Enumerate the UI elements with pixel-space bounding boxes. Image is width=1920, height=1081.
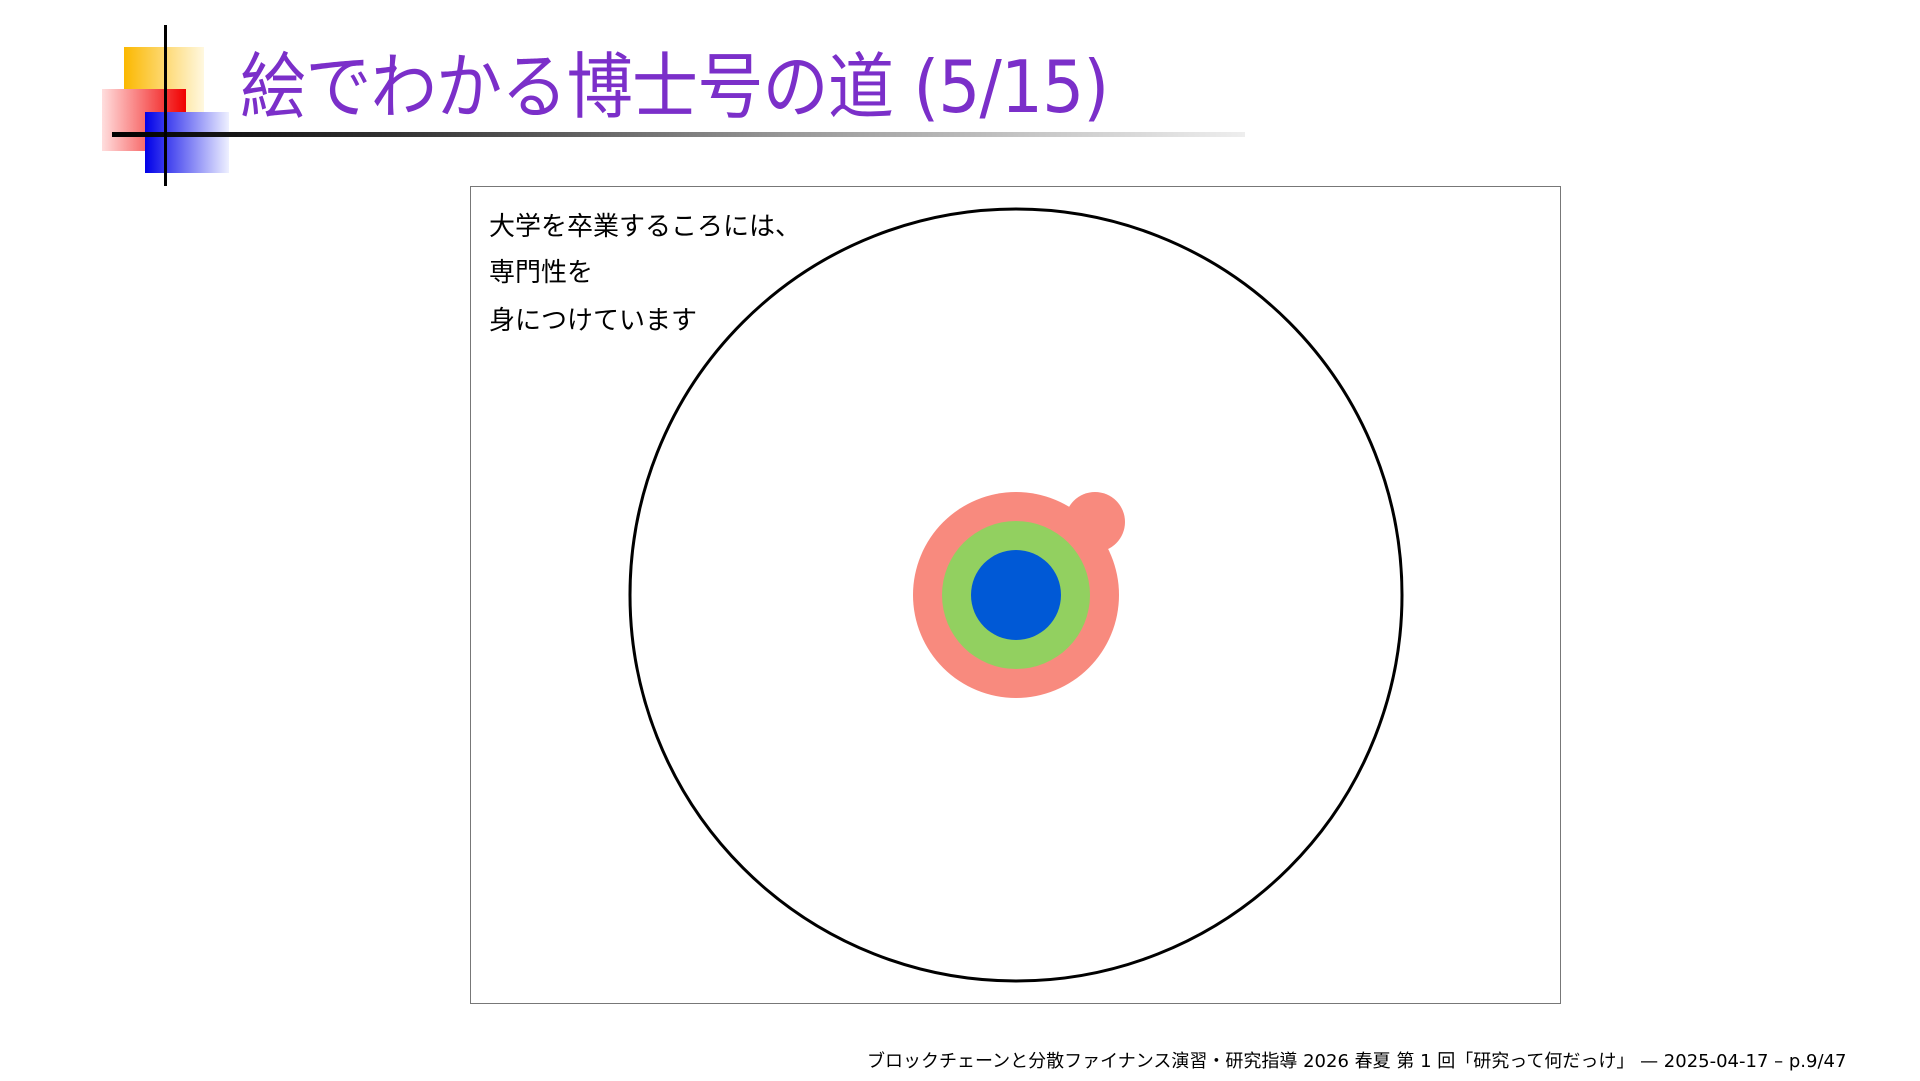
- human-knowledge-circle: [628, 207, 1404, 983]
- body-line-1: 大学を卒業するころには、: [489, 212, 802, 242]
- decor-vertical-line: [164, 25, 167, 186]
- body-line-3: 身につけています: [489, 306, 698, 336]
- diagram-frame: [470, 186, 1561, 1004]
- slide-footer: ブロックチェーンと分散ファイナンス演習・研究指導 2026 春夏 第 1 回「研…: [867, 1051, 1847, 1072]
- body-line-2: 専門性を: [489, 258, 594, 288]
- elementary-core: [971, 550, 1061, 640]
- decor-blue-square: [145, 112, 229, 173]
- title-underline: [112, 132, 1245, 137]
- slide-title: 絵でわかる博士号の道 (5/15): [240, 45, 1109, 129]
